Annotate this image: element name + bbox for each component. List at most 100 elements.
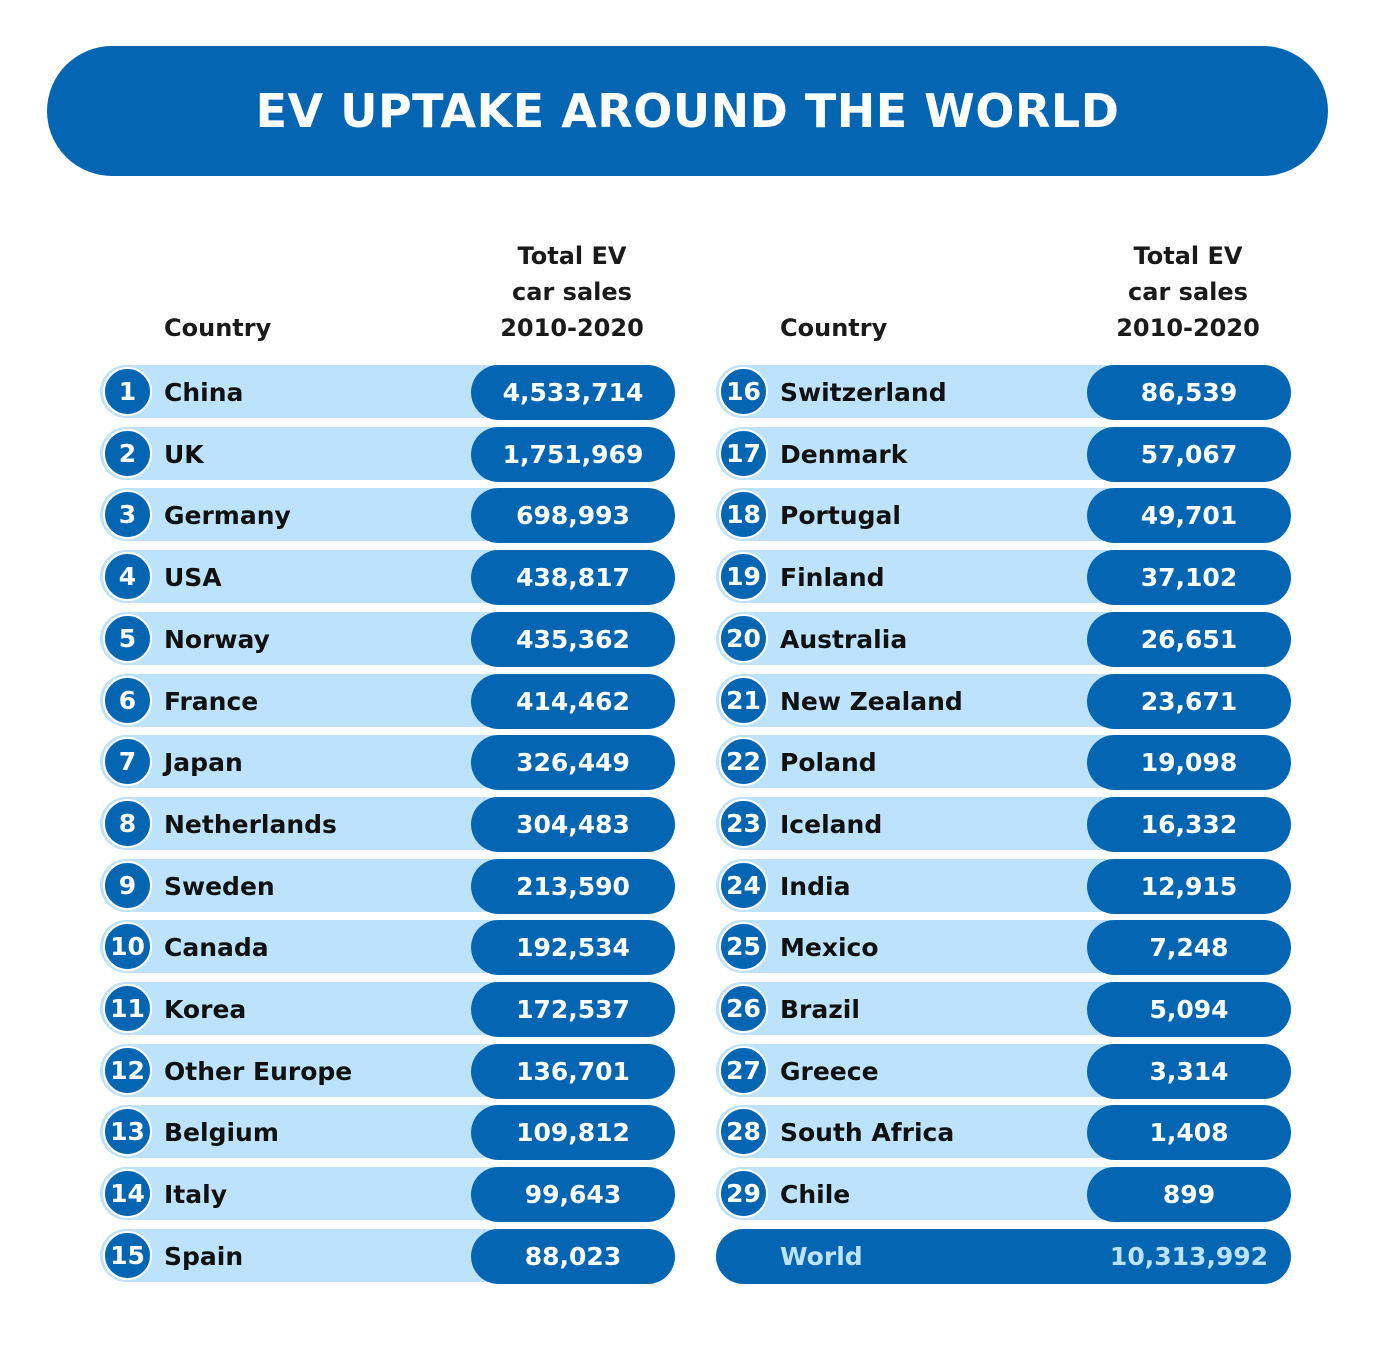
sales-value: 49,701	[1087, 488, 1291, 543]
sales-value: 172,537	[471, 982, 675, 1037]
rank-badge: 1	[103, 367, 152, 416]
world-total-row: World 10,313,992	[716, 1229, 1291, 1284]
table-row: 11 Korea 172,537	[100, 982, 675, 1037]
sales-value: 109,812	[471, 1105, 675, 1160]
table-row: 9 Sweden 213,590	[100, 859, 675, 914]
country-name: France	[164, 687, 259, 716]
page-title: EV UPTAKE AROUND THE WORLD	[255, 84, 1120, 138]
country-name: Mexico	[780, 933, 879, 962]
rank-badge: 26	[719, 984, 768, 1033]
table-row: 16 Switzerland 86,539	[716, 365, 1291, 420]
country-name: Switzerland	[780, 378, 947, 407]
sales-value: 192,534	[471, 920, 675, 975]
country-name: Finland	[780, 563, 885, 592]
sales-value: 304,483	[471, 797, 675, 852]
table-row: 25 Mexico 7,248	[716, 920, 1291, 975]
sales-value: 16,332	[1087, 797, 1291, 852]
sales-header-right: Total EV car sales 2010-2020	[1087, 238, 1289, 346]
country-name: Sweden	[164, 872, 275, 901]
table-row: 1 China 4,533,714	[100, 365, 675, 420]
sales-value: 86,539	[1087, 365, 1291, 420]
table-row: 17 Denmark 57,067	[716, 427, 1291, 482]
country-name: Norway	[164, 625, 270, 654]
country-name: Chile	[780, 1180, 851, 1209]
rank-badge: 2	[103, 429, 152, 478]
world-row-background	[716, 1229, 1291, 1284]
rank-badge: 17	[719, 429, 768, 478]
table-row: 29 Chile 899	[716, 1167, 1291, 1222]
country-name: USA	[164, 563, 222, 592]
sales-value: 12,915	[1087, 859, 1291, 914]
country-name: India	[780, 872, 851, 901]
sales-value: 26,651	[1087, 612, 1291, 667]
table-row: 20 Australia 26,651	[716, 612, 1291, 667]
sales-value: 57,067	[1087, 427, 1291, 482]
country-name: Japan	[164, 748, 243, 777]
sales-value: 414,462	[471, 674, 675, 729]
table-row: 14 Italy 99,643	[100, 1167, 675, 1222]
rank-badge: 20	[719, 614, 768, 663]
rank-badge: 28	[719, 1107, 768, 1156]
country-name: Denmark	[780, 440, 908, 469]
rank-badge: 14	[103, 1169, 152, 1218]
sales-value: 4,533,714	[471, 365, 675, 420]
sales-value: 136,701	[471, 1044, 675, 1099]
rank-badge: 15	[103, 1231, 152, 1280]
rank-badge: 13	[103, 1107, 152, 1156]
sales-value: 899	[1087, 1167, 1291, 1222]
rank-badge: 5	[103, 614, 152, 663]
country-name: Brazil	[780, 995, 860, 1024]
country-name: Greece	[780, 1057, 879, 1086]
rank-badge: 24	[719, 861, 768, 910]
sales-header-line2: car sales	[1128, 278, 1248, 306]
sales-value: 1,408	[1087, 1105, 1291, 1160]
table-row: 18 Portugal 49,701	[716, 488, 1291, 543]
country-name: Italy	[164, 1180, 227, 1209]
table-row: 7 Japan 326,449	[100, 735, 675, 790]
country-name: Portugal	[780, 501, 901, 530]
country-name: New Zealand	[780, 687, 963, 716]
table-row: 4 USA 438,817	[100, 550, 675, 605]
country-name: South Africa	[780, 1118, 955, 1147]
country-name: Korea	[164, 995, 247, 1024]
country-name: Australia	[780, 625, 908, 654]
world-label: World	[780, 1242, 863, 1271]
country-header-left: Country	[164, 314, 272, 342]
sales-value: 438,817	[471, 550, 675, 605]
rank-badge: 19	[719, 552, 768, 601]
rank-badge: 9	[103, 861, 152, 910]
rank-badge: 22	[719, 737, 768, 786]
sales-header-line1: Total EV	[1133, 242, 1243, 270]
world-total-value: 10,313,992	[1109, 1242, 1269, 1271]
table-row: 19 Finland 37,102	[716, 550, 1291, 605]
sales-header-left: Total EV car sales 2010-2020	[471, 238, 673, 346]
country-name: Spain	[164, 1242, 244, 1271]
country-header-right: Country	[780, 314, 888, 342]
rank-badge: 12	[103, 1046, 152, 1095]
country-name: UK	[164, 440, 204, 469]
title-banner: EV UPTAKE AROUND THE WORLD	[47, 46, 1328, 176]
rank-badge: 4	[103, 552, 152, 601]
sales-value: 37,102	[1087, 550, 1291, 605]
sales-header-line1: Total EV	[517, 242, 627, 270]
rank-badge: 23	[719, 799, 768, 848]
rank-badge: 6	[103, 676, 152, 725]
country-name: Other Europe	[164, 1057, 353, 1086]
table-row: 24 India 12,915	[716, 859, 1291, 914]
sales-value: 19,098	[1087, 735, 1291, 790]
rank-badge: 7	[103, 737, 152, 786]
rank-badge: 27	[719, 1046, 768, 1095]
sales-header-line3: 2010-2020	[1116, 314, 1260, 342]
sales-value: 698,993	[471, 488, 675, 543]
table-row: 2 UK 1,751,969	[100, 427, 675, 482]
sales-value: 1,751,969	[471, 427, 675, 482]
sales-value: 213,590	[471, 859, 675, 914]
rank-badge: 3	[103, 490, 152, 539]
country-name: Belgium	[164, 1118, 279, 1147]
sales-value: 88,023	[471, 1229, 675, 1284]
sales-value: 7,248	[1087, 920, 1291, 975]
rank-badge: 11	[103, 984, 152, 1033]
table-row: 13 Belgium 109,812	[100, 1105, 675, 1160]
sales-value: 99,643	[471, 1167, 675, 1222]
table-row: 5 Norway 435,362	[100, 612, 675, 667]
